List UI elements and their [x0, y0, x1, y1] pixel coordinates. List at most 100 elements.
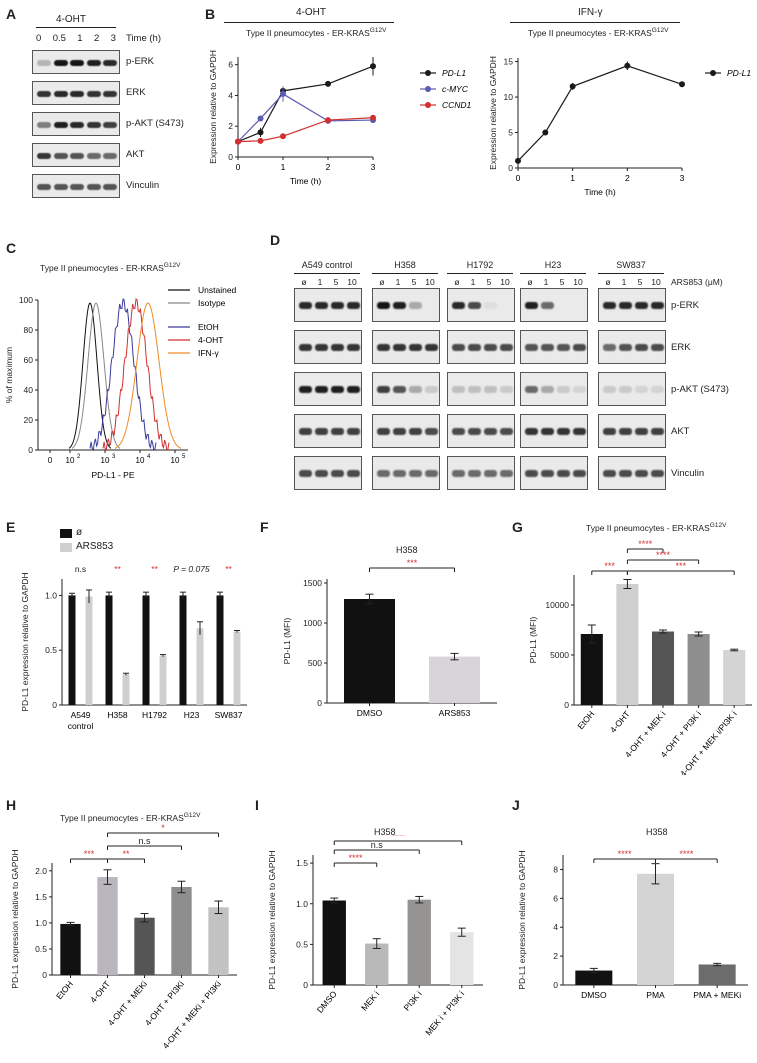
b-left-legend-dot-0 — [425, 70, 431, 76]
blot-d-box-2-0 — [294, 372, 362, 406]
b-right-legend-label-0: PD-L1 — [727, 68, 751, 78]
blot-d-box-3-2 — [447, 414, 515, 448]
blot-a-band-3-4 — [103, 153, 117, 159]
c-histogram-3 — [102, 298, 170, 452]
blot-d-group-line-2 — [447, 273, 513, 274]
blot-a-band-4-0 — [37, 184, 51, 190]
legend-e-swatch-0 — [60, 529, 72, 538]
blot-d-box-2-1 — [372, 372, 440, 406]
blot-a-band-1-1 — [53, 91, 68, 97]
e-xlabel-3: H23 — [184, 710, 200, 720]
blot-d-band-0-0-0 — [299, 302, 312, 309]
e-xlabel2-0: control — [68, 721, 94, 731]
panel-label-e: E — [6, 519, 16, 535]
b-right-ylabel: Expression relative to GAPDH — [490, 56, 498, 170]
blot-a-band-2-1 — [53, 122, 68, 128]
e-xlabel-1: H358 — [107, 710, 128, 720]
blot-d-box-0-3 — [520, 288, 588, 322]
b-left-legend-dot-2 — [425, 102, 431, 108]
blot-d-group-line-1 — [372, 273, 438, 274]
b-left-header-line — [224, 22, 394, 23]
blot-d-dose-1-1: 1 — [395, 277, 401, 287]
blot-d-dose-label: ARS853 (μM) — [671, 277, 723, 287]
blot-d-band-1-3-0 — [525, 344, 538, 351]
b-left-legend-label-1: c-MYC — [442, 84, 469, 94]
c-histogram-4 — [114, 302, 182, 449]
blot-a-band-3-2 — [70, 153, 84, 159]
c-histogram-1 — [71, 302, 121, 449]
blot-d-box-4-2 — [447, 456, 515, 490]
i-title: H358 — [374, 827, 396, 837]
blot-d-label-1: ERK — [671, 342, 691, 353]
blot-d-band-4-4-2 — [635, 470, 648, 477]
blot-d-band-4-3-2 — [557, 470, 570, 477]
blot-a-band-4-2 — [70, 184, 84, 190]
blot-d-box-2-3 — [520, 372, 588, 406]
blot-a-band-2-2 — [70, 122, 84, 128]
c-ytick-label-2: 40 — [24, 385, 34, 395]
j-bar-0 — [575, 970, 613, 985]
h-ytick-label-0: 0 — [42, 970, 47, 980]
blot-d-band-0-1-3 — [425, 302, 438, 309]
blot-d-box-1-4 — [598, 330, 666, 364]
panel-a-western-blot: 4-OHT 0 0.5 1 2 3 Time (h) p-ERK ERK p-AKT (S4… — [0, 0, 200, 200]
blot-d-band-0-4-1 — [619, 302, 632, 309]
chart-b-right: 0 1 2 3 0 5 10 15 Time (h) Expression relative to… — [490, 56, 751, 197]
blot-d-group-4: SW837 — [616, 260, 646, 270]
e-bar-1-3 — [196, 628, 204, 705]
blot-d-dose-4-0: ø — [605, 277, 611, 287]
blot-a-box-3 — [32, 143, 120, 167]
blot-d-band-4-1-3 — [425, 470, 438, 477]
j-xlabel-0: DMSO — [581, 990, 607, 1000]
blot-d-band-4-0-0 — [299, 470, 312, 477]
blot-d-band-0-4-2 — [635, 302, 648, 309]
i-bar-2 — [407, 899, 431, 985]
g-bar-2 — [651, 631, 675, 705]
b-left-xtick-label-2: 2 — [326, 162, 331, 172]
e-xlabel-4: SW837 — [215, 710, 243, 720]
f-bar-0 — [344, 599, 395, 703]
blot-d-band-3-4-0 — [603, 428, 616, 435]
c-ytick-label-1: 20 — [24, 415, 34, 425]
blot-d-band-3-3-0 — [525, 428, 538, 435]
c-histogram-2 — [89, 298, 157, 452]
e-bar-0-1 — [105, 595, 113, 705]
blot-d-band-4-1-2 — [409, 470, 422, 477]
b-left-xtick-label-1: 1 — [281, 162, 286, 172]
b-right-xtick-label-2: 2 — [625, 173, 630, 183]
c-ytick-label-4: 80 — [24, 325, 34, 335]
blot-d-dose-0-3: 10 — [347, 277, 357, 287]
j-ytick-label-1: 2 — [553, 951, 558, 961]
blot-d-group-line-3 — [520, 273, 586, 274]
blot-d-band-2-2-3 — [500, 386, 513, 393]
blot-d-band-2-3-3 — [573, 386, 586, 393]
blot-d-band-2-3-2 — [557, 386, 570, 393]
blot-d-band-0-1-1 — [393, 302, 406, 309]
blot-d-dose-4-2: 5 — [637, 277, 643, 287]
e-bar-1-1 — [122, 674, 130, 705]
blot-a-band-4-3 — [86, 184, 101, 190]
blot-d-dose-3-1: 1 — [543, 277, 549, 287]
blot-d-dose-0-2: 5 — [333, 277, 339, 287]
b-left-ytick-label-1: 2 — [228, 121, 233, 131]
b-left-point-0-4 — [370, 63, 376, 70]
f-sig-label-0: *** — [407, 558, 418, 568]
blot-d-band-3-0-2 — [331, 428, 344, 435]
blot-d-band-1-2-2 — [484, 344, 497, 351]
panel-label-i: I — [255, 797, 259, 813]
blot-d-band-2-2-2 — [484, 386, 497, 393]
c-legend-label-2: EtOH — [198, 322, 219, 332]
blot-d-band-1-0-0 — [299, 344, 312, 351]
blot-d-box-4-1 — [372, 456, 440, 490]
b-left-header: 4-OHT — [296, 7, 326, 18]
h-bar-2 — [134, 917, 155, 975]
blot-d-group-0: A549 control — [301, 260, 353, 270]
j-xlabel-1: PMA — [646, 990, 665, 1000]
e-ytick-label-2: 1.0 — [45, 590, 57, 600]
c-xtick-exp-1: 2 — [77, 454, 81, 460]
panel-label-b: B — [205, 6, 216, 22]
chart-e: 0 0.5 1.0 PD-L1 expression relative to GAPD… — [20, 564, 247, 731]
b-left-legend-label-2: CCND1 — [442, 100, 472, 110]
blot-d-band-4-2-1 — [468, 470, 481, 477]
blot-d-band-3-0-3 — [347, 428, 360, 435]
